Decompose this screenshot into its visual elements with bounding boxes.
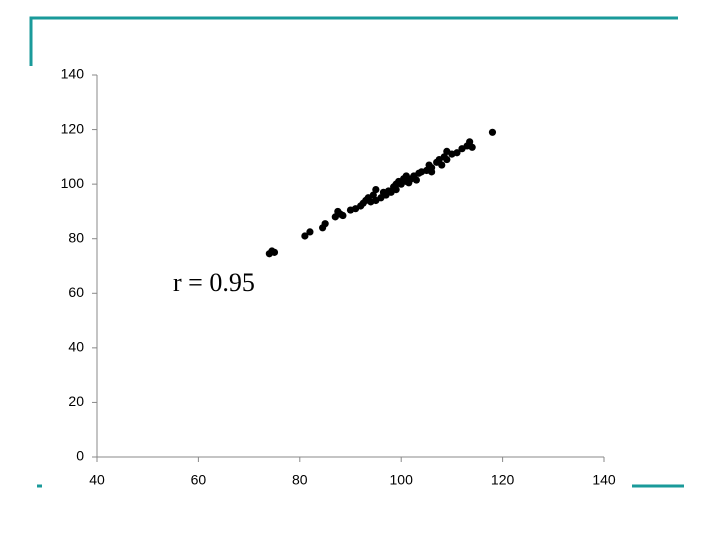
decoration	[29, 16, 684, 488]
x-tick-label: 140	[592, 472, 616, 488]
y-tick-label: 60	[68, 284, 84, 300]
point	[438, 161, 446, 169]
point	[369, 191, 377, 199]
y-tick-label: 80	[68, 229, 84, 245]
annotation: r = 0.95	[173, 268, 255, 297]
point	[339, 211, 347, 220]
x-tick-label: 100	[390, 472, 414, 488]
point	[306, 228, 314, 236]
point	[428, 168, 436, 176]
x-tick-label: 120	[491, 472, 515, 488]
frame-line	[29, 16, 678, 66]
y-tick-label: 120	[61, 120, 85, 136]
point	[453, 149, 461, 157]
point	[392, 186, 400, 194]
y-tick-label: 0	[76, 448, 84, 464]
x-tick-label: 40	[89, 472, 105, 488]
point	[321, 220, 329, 228]
point	[488, 128, 497, 136]
x-tick-label: 80	[292, 472, 308, 488]
y-tick-label: 100	[61, 175, 85, 191]
y-tick-label: 40	[68, 339, 84, 355]
point	[372, 186, 380, 194]
point	[301, 232, 309, 240]
point	[268, 247, 276, 255]
y-tick-label: 140	[61, 66, 85, 82]
point	[412, 176, 421, 184]
y-tick-label: 20	[68, 393, 84, 409]
x-tick-label: 60	[191, 472, 207, 488]
point	[468, 143, 476, 151]
point	[443, 155, 451, 164]
point	[466, 138, 474, 146]
